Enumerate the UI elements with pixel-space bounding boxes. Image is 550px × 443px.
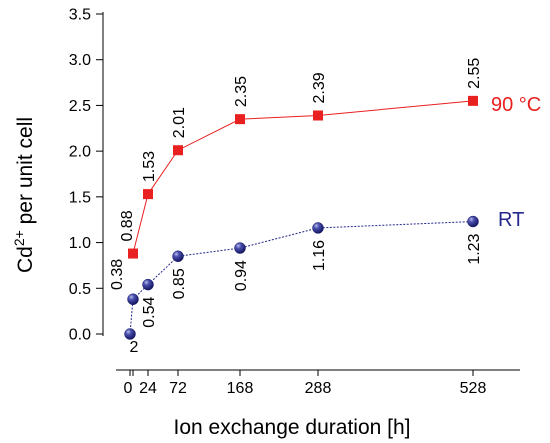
x-tick-label: 2 <box>130 339 139 356</box>
data-label: 0.85 <box>171 268 188 299</box>
series-label-rt: RT <box>498 209 524 231</box>
data-label: 1.16 <box>311 240 328 271</box>
x-axis: 0 2 24 72 168 288 528 <box>116 339 520 397</box>
data-label: 0.54 <box>141 297 158 328</box>
labels-layer: 0.88 1.53 2.01 2.35 2.39 2.55 0.38 0.54 0.85 0.94… <box>109 58 483 328</box>
x-axis-title: Ion exchange duration [h] <box>173 416 410 439</box>
y-axis-title-superscript: 2+ <box>11 230 27 246</box>
data-label: 0.88 <box>119 210 136 241</box>
x-tick-label: 72 <box>169 380 187 397</box>
y-tick-label: 3.0 <box>69 52 91 69</box>
data-point-square <box>128 248 138 259</box>
data-point-sphere <box>172 250 184 263</box>
data-label: 0.38 <box>109 259 126 290</box>
y-axis-title-base: Cd <box>14 246 37 273</box>
data-point-square <box>235 114 245 125</box>
data-point-sphere <box>124 328 136 340</box>
y-tick-label: 0.0 <box>69 327 91 344</box>
y-tick-label: 2.5 <box>69 98 91 115</box>
data-label: 2.55 <box>466 58 483 89</box>
y-tick-label: 0.5 <box>69 281 91 298</box>
data-point-sphere <box>467 215 479 228</box>
data-point-sphere <box>142 278 154 291</box>
data-label: 1.23 <box>466 233 483 264</box>
data-point-sphere <box>127 293 139 306</box>
data-point-square <box>313 110 323 121</box>
series-label-90c: 90 °C <box>491 94 541 116</box>
data-label: 2.01 <box>171 107 188 138</box>
y-tick-label: 3.5 <box>69 7 91 24</box>
series-line <box>132 100 474 254</box>
data-point-square <box>173 145 183 156</box>
y-tick-label: 1.0 <box>69 235 91 252</box>
data-label: 0.94 <box>233 260 250 291</box>
data-label: 2.35 <box>233 76 250 107</box>
x-tick-label: 168 <box>227 380 254 397</box>
y-tick-label: 1.5 <box>69 189 91 206</box>
x-tick-label: 24 <box>139 380 157 397</box>
y-axis: 0.0 0.5 1.0 1.5 2.0 2.5 3.0 3.5 <box>69 7 104 344</box>
data-point-sphere <box>234 242 246 254</box>
y-axis-title: Cd2+ per unit cell <box>11 117 37 273</box>
data-point-square <box>143 189 153 200</box>
data-point-sphere <box>312 222 324 234</box>
y-tick-label: 2.0 <box>69 144 91 161</box>
x-tick-label: 0 <box>124 380 133 397</box>
x-tick-label: 528 <box>460 380 487 397</box>
data-label: 1.53 <box>141 151 158 182</box>
y-axis-title-rest: per unit cell <box>14 117 37 230</box>
data-label: 2.39 <box>311 72 328 103</box>
x-tick-label: 288 <box>305 380 332 397</box>
data-point-square <box>468 95 478 106</box>
plot-area <box>124 95 479 340</box>
